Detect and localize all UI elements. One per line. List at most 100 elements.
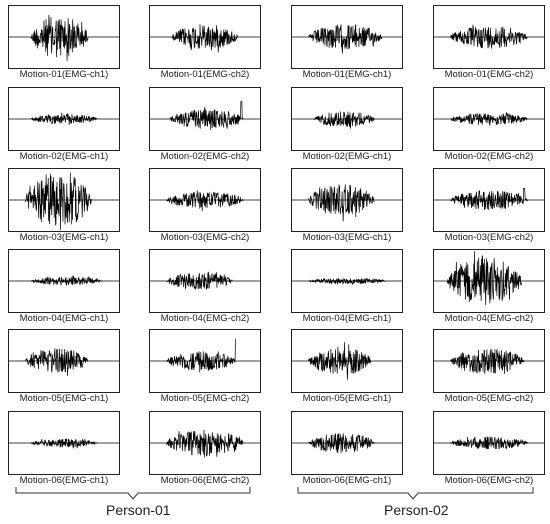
emg-plot-panel xyxy=(8,5,120,69)
emg-signal-trace xyxy=(308,23,383,54)
emg-plot xyxy=(292,184,402,222)
emg-plot xyxy=(292,342,402,380)
emg-signal-trace xyxy=(30,438,97,449)
emg-plot-panel xyxy=(8,411,120,475)
panel-caption: Motion-02(EMG-ch1) xyxy=(19,151,109,162)
emg-plot xyxy=(150,101,260,131)
panel-caption: Motion-03(EMG-ch1) xyxy=(302,232,392,243)
panel-caption: Motion-05(EMG-ch1) xyxy=(302,393,392,404)
emg-plot xyxy=(150,338,260,373)
emg-signal-trace xyxy=(450,348,525,375)
emg-plot xyxy=(9,348,119,376)
emg-signal-trace xyxy=(446,251,523,305)
person-02-label: Person-02 xyxy=(384,502,449,518)
emg-plot-panel xyxy=(8,168,120,232)
emg-plot xyxy=(292,277,402,285)
emg-signal-trace xyxy=(450,188,528,211)
panel-caption: Motion-03(EMG-ch1) xyxy=(19,232,109,243)
emg-signal-trace xyxy=(30,275,103,286)
panel-caption: Motion-06(EMG-ch1) xyxy=(19,475,109,486)
emg-plot xyxy=(434,111,544,127)
emg-plot-panel xyxy=(149,249,261,313)
emg-plot-panel xyxy=(433,329,545,393)
emg-plot xyxy=(9,438,119,449)
emg-signal-trace xyxy=(169,101,244,131)
emg-plot-panel xyxy=(291,249,403,313)
panel-caption: Motion-04(EMG-ch2) xyxy=(444,313,534,324)
emg-plot-panel xyxy=(149,5,261,69)
panel-caption: Motion-03(EMG-ch2) xyxy=(444,232,534,243)
emg-signal-trace xyxy=(450,111,528,127)
emg-signal-trace xyxy=(313,111,375,129)
emg-plot xyxy=(434,24,544,49)
emg-signal-trace xyxy=(30,112,97,125)
panel-caption: Motion-01(EMG-ch1) xyxy=(302,69,392,80)
emg-signal-trace xyxy=(308,184,375,222)
emg-signal-trace xyxy=(171,24,238,53)
emg-plot-panel xyxy=(291,411,403,475)
panel-caption: Motion-03(EMG-ch2) xyxy=(160,232,250,243)
emg-plot xyxy=(434,436,544,450)
emg-plot-panel xyxy=(433,249,545,313)
emg-plot xyxy=(150,24,260,53)
emg-signal-trace xyxy=(166,429,244,458)
person-02-bracket xyxy=(297,487,534,500)
emg-plot xyxy=(150,429,260,458)
emg-plot-panel xyxy=(433,411,545,475)
emg-plot-panel xyxy=(291,168,403,232)
emg-signal-trace xyxy=(30,15,89,62)
panel-caption: Motion-04(EMG-ch1) xyxy=(19,313,109,324)
emg-signal-trace xyxy=(308,342,372,380)
emg-plot-panel xyxy=(433,87,545,151)
panel-caption: Motion-02(EMG-ch1) xyxy=(302,151,392,162)
panel-caption: Motion-01(EMG-ch2) xyxy=(444,69,534,80)
emg-signal-trace xyxy=(308,277,386,285)
emg-signal-trace xyxy=(166,190,244,212)
emg-plot xyxy=(292,23,402,54)
emg-signal-trace xyxy=(25,348,89,376)
emg-plot xyxy=(292,433,402,453)
panel-caption: Motion-01(EMG-ch1) xyxy=(19,69,109,80)
emg-plot xyxy=(434,251,544,305)
person-01-bracket xyxy=(15,487,251,500)
emg-plot-panel xyxy=(149,329,261,393)
emg-signal-trace xyxy=(166,338,236,373)
emg-plot-panel xyxy=(8,249,120,313)
emg-plot xyxy=(434,348,544,375)
panel-caption: Motion-04(EMG-ch2) xyxy=(160,313,250,324)
panel-caption: Motion-05(EMG-ch2) xyxy=(160,393,250,404)
emg-plot-panel xyxy=(433,5,545,69)
emg-plot-panel xyxy=(8,87,120,151)
emg-signal-trace xyxy=(308,433,375,453)
panel-caption: Motion-04(EMG-ch1) xyxy=(302,313,392,324)
emg-plot xyxy=(9,172,119,231)
emg-signal-trace xyxy=(450,436,528,450)
emg-plot xyxy=(150,271,260,290)
panel-caption: Motion-02(EMG-ch2) xyxy=(160,151,250,162)
panel-caption: Motion-05(EMG-ch1) xyxy=(19,393,109,404)
panel-caption: Motion-05(EMG-ch2) xyxy=(444,393,534,404)
emg-plot-panel xyxy=(149,168,261,232)
emg-plot-panel xyxy=(149,87,261,151)
emg-plot-panel xyxy=(291,329,403,393)
emg-signal-trace xyxy=(450,24,528,49)
emg-plot-panel xyxy=(433,168,545,232)
emg-plot xyxy=(9,112,119,125)
emg-plot-panel xyxy=(149,411,261,475)
emg-plot-panel xyxy=(8,329,120,393)
emg-plot xyxy=(292,111,402,129)
panel-caption: Motion-06(EMG-ch2) xyxy=(160,475,250,486)
panel-caption: Motion-02(EMG-ch2) xyxy=(444,151,534,162)
emg-plot xyxy=(9,275,119,286)
emg-plot xyxy=(150,190,260,212)
panel-caption: Motion-01(EMG-ch2) xyxy=(160,69,250,80)
person-01-label: Person-01 xyxy=(106,502,171,518)
emg-plot-panel xyxy=(291,5,403,69)
panel-caption: Motion-06(EMG-ch2) xyxy=(444,475,534,486)
emg-signal-trace xyxy=(166,271,233,290)
emg-plot-panel xyxy=(291,87,403,151)
panel-caption: Motion-06(EMG-ch1) xyxy=(302,475,392,486)
emg-plot xyxy=(434,188,544,211)
